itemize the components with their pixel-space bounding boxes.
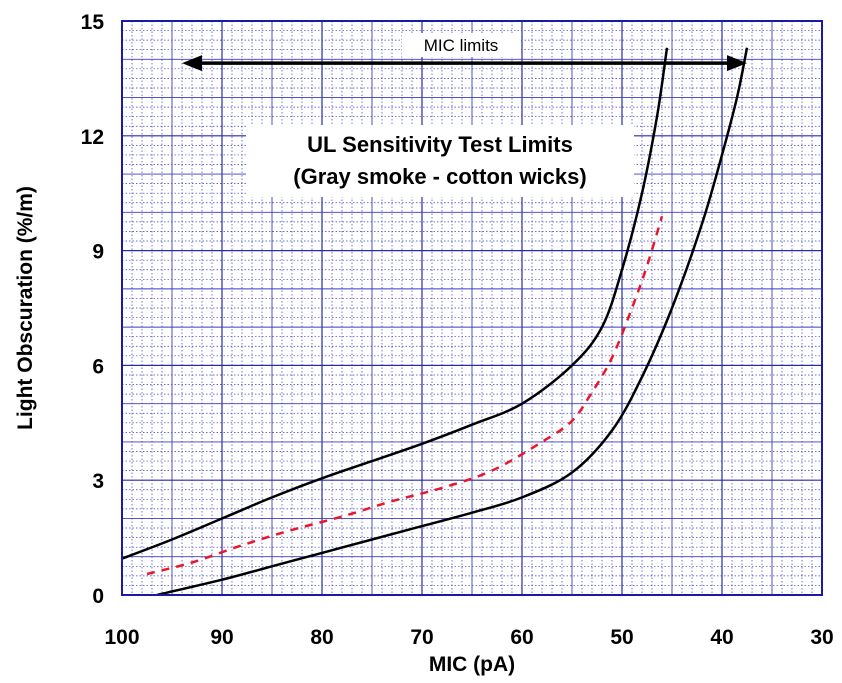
x-axis-label: MIC (pA): [429, 653, 515, 676]
y-tick-label: 9: [92, 241, 104, 264]
annotation-background: [402, 33, 520, 57]
x-tick-label: 100: [104, 626, 139, 649]
y-tick-labels: 0 3 6 9 12 15: [81, 11, 105, 608]
series-line-3: [146, 215, 664, 576]
annotation-arrow: [182, 55, 747, 72]
y-axis-label: Light Obscuration (%/m): [14, 186, 37, 430]
annotation-arrow-head-left: [182, 55, 202, 72]
series-line-2: [156, 47, 749, 595]
y-tick-label: 12: [81, 126, 104, 149]
x-tick-label: 30: [810, 626, 833, 649]
x-tick-label: 50: [610, 626, 633, 649]
chart-title: UL Sensitivity Test Limits: [307, 132, 573, 157]
y-tick-label: 3: [92, 470, 104, 493]
plot-border: [121, 20, 823, 596]
x-tick-label: 60: [510, 626, 533, 649]
grid: [122, 21, 822, 595]
series-line-1: [122, 47, 669, 560]
y-tick-label: 0: [92, 585, 104, 608]
series-layer: [122, 47, 749, 595]
x-tick-label: 90: [210, 626, 233, 649]
chart-subtitle: (Gray smoke - cotton wicks): [293, 164, 586, 189]
annotation-label: MIC limits: [424, 36, 499, 55]
annotation-arrow-head-right: [727, 55, 747, 72]
x-tick-label: 80: [310, 626, 333, 649]
x-tick-label: 40: [710, 626, 733, 649]
x-tick-label: 70: [410, 626, 433, 649]
y-tick-label: 15: [81, 11, 105, 34]
y-tick-label: 6: [92, 355, 104, 378]
title-background: [246, 125, 634, 197]
x-tick-labels: 100 90 80 70 60 50 40 30: [104, 626, 833, 649]
